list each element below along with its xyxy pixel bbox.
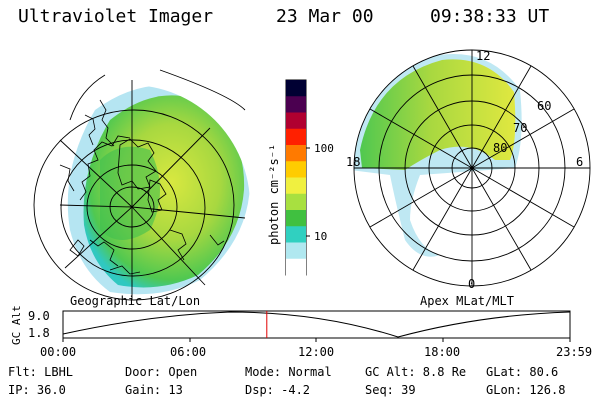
mlat-label-80: 80: [493, 141, 507, 155]
colorbar-swatch: [286, 242, 306, 260]
colorbar-swatch: [286, 193, 306, 211]
colorbar-tick-100: 100: [314, 142, 334, 155]
timeline-axis-label: GC Alt: [10, 305, 23, 345]
image-title: Ultraviolet Imager: [18, 6, 214, 27]
colorbar-swatch: [286, 161, 306, 178]
colorbar-swatch: [286, 145, 306, 162]
mlt-label-0: 0: [468, 277, 475, 291]
mlt-label-12: 12: [476, 49, 490, 63]
status-seq: Seq: 39: [365, 383, 416, 397]
left-map-grid: [33, 69, 246, 301]
colorbar: 100 10 photon cm⁻²s⁻¹: [267, 79, 334, 276]
status-mode: Mode: Normal: [245, 365, 332, 379]
geographic-panel: [33, 69, 250, 301]
timeline-ymax: 9.0: [28, 309, 50, 323]
timeline-tick-1200: 12:00: [298, 345, 334, 359]
status-door: Door: Open: [125, 365, 197, 379]
status-gain: Gain: 13: [125, 383, 183, 397]
status-flt: Flt: LBHL: [8, 365, 73, 379]
status-gc-alt: GC Alt: 8.8 Re: [365, 365, 466, 379]
colorbar-tick-10: 10: [314, 230, 327, 243]
timeline-tick-0000: 00:00: [40, 345, 76, 359]
timeline-tick-2359: 23:59: [556, 345, 592, 359]
right-panel-label: Apex MLat/MLT: [420, 294, 514, 308]
mlt-label-6: 6: [576, 155, 583, 169]
right-polar-grid: [353, 49, 591, 287]
colorbar-swatch: [286, 226, 306, 243]
mlat-label-60: 60: [537, 99, 551, 113]
mlat-label-70: 70: [513, 121, 527, 135]
status-glon: GLon: 126.8: [486, 383, 565, 397]
colorbar-swatch: [286, 112, 306, 130]
altitude-curve: [62, 311, 571, 338]
timeline-ymin: 1.8: [28, 326, 50, 340]
colorbar-swatch: [286, 96, 306, 113]
colorbar-unit-label: photon cm⁻²s⁻¹: [267, 144, 281, 245]
colorbar-swatch: [286, 177, 306, 195]
colorbar-swatch: [286, 210, 306, 227]
right-aurora-main: [360, 59, 516, 170]
mlt-label-18: 18: [346, 155, 360, 169]
image-time: 09:38:33 UT: [430, 6, 550, 27]
colorbar-swatch: [286, 128, 306, 146]
left-coastlines: [59, 99, 225, 275]
status-glat: GLat: 80.6: [486, 365, 558, 379]
colorbar-swatch: [286, 80, 306, 97]
status-ip: IP: 36.0: [8, 383, 66, 397]
timeline-tick-0600: 06:00: [170, 345, 206, 359]
magnetic-panel: 12 18 6 0 60 70 80: [346, 49, 591, 291]
status-block: Flt: LBHL IP: 36.0 Door: Open Gain: 13 M…: [8, 365, 565, 397]
altitude-timeline: GC Alt 9.0 1.8 00:00 06:00 12:00 18:00 2…: [10, 305, 592, 359]
status-dsp: Dsp: -4.2: [245, 383, 310, 397]
colorbar-swatch: [286, 258, 306, 276]
image-date: 23 Mar 00: [276, 6, 374, 27]
timeline-tick-1800: 18:00: [424, 345, 460, 359]
left-panel-label: Geographic Lat/Lon: [70, 294, 200, 308]
left-aurora-inner-green: [100, 146, 160, 240]
